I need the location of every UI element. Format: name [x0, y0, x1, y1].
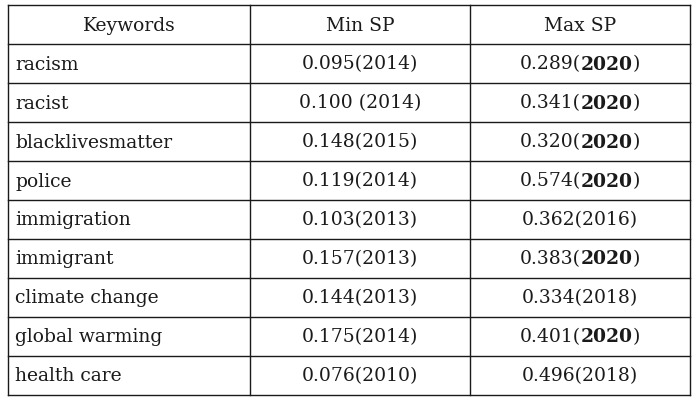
Text: 0.095(2014): 0.095(2014) — [302, 55, 418, 73]
Text: 0.383(: 0.383( — [519, 250, 581, 268]
Text: immigrant: immigrant — [15, 250, 114, 268]
Text: 2020: 2020 — [581, 172, 632, 190]
Text: 0.320(: 0.320( — [519, 133, 581, 151]
Text: 0.334(2018): 0.334(2018) — [521, 289, 638, 307]
Text: 2020: 2020 — [581, 94, 632, 112]
Text: 0.574(: 0.574( — [519, 172, 581, 190]
Text: ): ) — [632, 172, 640, 190]
Text: 0.496(2018): 0.496(2018) — [521, 367, 638, 385]
Text: ): ) — [632, 133, 640, 151]
Text: 0.076(2010): 0.076(2010) — [302, 367, 418, 385]
Text: 2020: 2020 — [581, 55, 632, 73]
Text: 2020: 2020 — [581, 133, 632, 151]
Text: health care: health care — [15, 367, 122, 385]
Text: 0.119(2014): 0.119(2014) — [302, 172, 418, 190]
Text: 0.144(2013): 0.144(2013) — [302, 289, 418, 307]
Text: police: police — [15, 172, 72, 190]
Text: Min SP: Min SP — [326, 16, 394, 34]
Text: immigration: immigration — [15, 211, 131, 229]
Text: climate change: climate change — [15, 289, 159, 307]
Text: racism: racism — [15, 55, 79, 73]
Text: 0.148(2015): 0.148(2015) — [302, 133, 418, 151]
Text: ): ) — [632, 55, 640, 73]
Text: 0.341(: 0.341( — [519, 94, 581, 112]
Text: 0.175(2014): 0.175(2014) — [302, 328, 418, 346]
Text: blacklivesmatter: blacklivesmatter — [15, 133, 172, 151]
Text: 0.401(: 0.401( — [519, 328, 581, 346]
Text: Keywords: Keywords — [83, 16, 176, 34]
Text: 2020: 2020 — [581, 250, 632, 268]
Text: 0.157(2013): 0.157(2013) — [302, 250, 418, 268]
Text: 2020: 2020 — [581, 328, 632, 346]
Text: ): ) — [632, 250, 640, 268]
Text: Max SP: Max SP — [544, 16, 616, 34]
Text: ): ) — [632, 328, 640, 346]
Text: 0.100 (2014): 0.100 (2014) — [299, 94, 421, 112]
Text: 0.103(2013): 0.103(2013) — [302, 211, 418, 229]
Text: racist: racist — [15, 94, 68, 112]
Text: 0.362(2016): 0.362(2016) — [521, 211, 638, 229]
Text: 0.289(: 0.289( — [519, 55, 581, 73]
Text: ): ) — [632, 94, 640, 112]
Text: global warming: global warming — [15, 328, 163, 346]
